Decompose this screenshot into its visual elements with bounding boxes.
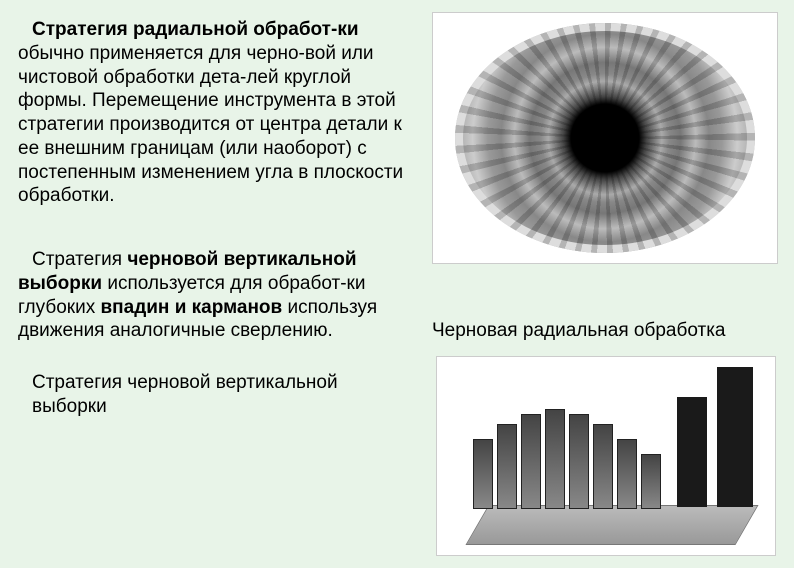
p2-d: впадин и карманов [100, 297, 282, 318]
left-column: Стратегия радиальной обработ-ки обычно п… [18, 18, 408, 419]
part-base [465, 505, 758, 545]
paragraph-caption-left: Стратегия черновой вертикальной выборки [32, 371, 408, 419]
radial-title: Стратегия радиальной обработ-ки [32, 19, 359, 40]
caption-radial: Черновая радиальная обработка [432, 320, 782, 342]
image-radial [432, 12, 778, 264]
column-bar [521, 414, 541, 509]
paragraph-radial: Стратегия радиальной обработ-ки обычно п… [18, 18, 408, 208]
p2-a: Стратегия [32, 249, 127, 270]
column-bar [569, 414, 589, 509]
part-tower-mid [677, 397, 707, 507]
radial-body: обычно применяется для черно-вой или чис… [18, 43, 403, 207]
column-bar [473, 439, 493, 509]
column-bar [641, 454, 661, 509]
column-bar [497, 424, 517, 509]
paragraph-vertical: Стратегия черновой вертикальной выборки … [18, 248, 408, 343]
image-vertical [436, 356, 776, 556]
part-tower-tall [717, 367, 753, 507]
column-bar [593, 424, 613, 509]
column-bar [545, 409, 565, 509]
radial-illustration [455, 23, 755, 253]
column-bar [617, 439, 637, 509]
part-columns [473, 409, 673, 509]
